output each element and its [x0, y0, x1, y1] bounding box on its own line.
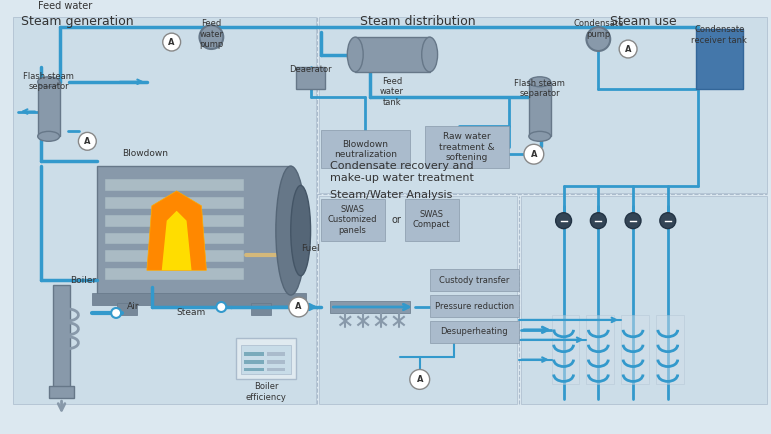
- Bar: [429, 321, 519, 343]
- Bar: [425, 126, 509, 168]
- Text: Deaerator: Deaerator: [289, 65, 332, 74]
- Text: Steam generation: Steam generation: [21, 15, 133, 28]
- Bar: [552, 315, 580, 385]
- Circle shape: [591, 213, 606, 229]
- Bar: [355, 37, 429, 72]
- Bar: [267, 352, 284, 355]
- Text: Air: Air: [127, 302, 140, 311]
- Text: A: A: [84, 137, 90, 146]
- Bar: [251, 303, 271, 315]
- Text: or: or: [392, 215, 402, 225]
- Bar: [331, 301, 410, 313]
- Text: A: A: [416, 375, 423, 384]
- Bar: [236, 338, 296, 379]
- Text: Feed
water
pump: Feed water pump: [199, 19, 224, 49]
- Bar: [52, 285, 70, 395]
- Text: Blowdown: Blowdown: [122, 149, 168, 158]
- Bar: [105, 268, 244, 280]
- Text: A: A: [530, 150, 537, 159]
- Bar: [296, 67, 325, 89]
- Bar: [13, 17, 315, 404]
- Text: Steam: Steam: [177, 308, 206, 317]
- Text: Flash steam
separator: Flash steam separator: [23, 72, 74, 91]
- Bar: [267, 360, 284, 364]
- Bar: [105, 197, 244, 209]
- Text: Blowdown
neutralization: Blowdown neutralization: [334, 140, 396, 159]
- Text: Desuperheating: Desuperheating: [440, 327, 508, 336]
- Ellipse shape: [529, 132, 550, 141]
- Ellipse shape: [529, 77, 550, 87]
- Ellipse shape: [276, 166, 305, 295]
- Text: Raw water
treatment &
softening: Raw water treatment & softening: [439, 132, 494, 162]
- Circle shape: [524, 144, 544, 164]
- Bar: [405, 199, 460, 240]
- Bar: [318, 17, 767, 193]
- Text: Boiler: Boiler: [70, 276, 96, 285]
- Bar: [105, 233, 244, 244]
- Bar: [656, 315, 684, 385]
- Text: Fuel: Fuel: [301, 244, 319, 253]
- Bar: [105, 179, 244, 191]
- Bar: [244, 360, 264, 364]
- Bar: [621, 315, 649, 385]
- Bar: [321, 199, 385, 240]
- Text: SWAS
Compact: SWAS Compact: [413, 210, 450, 230]
- Circle shape: [217, 302, 226, 312]
- Text: Steam use: Steam use: [610, 15, 676, 28]
- Polygon shape: [162, 211, 191, 270]
- Circle shape: [289, 297, 308, 317]
- Bar: [429, 269, 519, 291]
- Ellipse shape: [347, 37, 363, 72]
- Bar: [429, 295, 519, 317]
- Polygon shape: [146, 191, 207, 270]
- Text: Condensate recovery and
make-up water treatment: Condensate recovery and make-up water tr…: [331, 161, 474, 183]
- Bar: [49, 386, 75, 398]
- Bar: [93, 293, 305, 305]
- Bar: [267, 368, 284, 372]
- Circle shape: [410, 369, 429, 389]
- Bar: [587, 315, 614, 385]
- Bar: [105, 250, 244, 262]
- Circle shape: [79, 132, 96, 150]
- Text: Flash steam
separator: Flash steam separator: [514, 79, 565, 98]
- Circle shape: [625, 213, 641, 229]
- Circle shape: [200, 25, 224, 49]
- Text: Pressure reduction: Pressure reduction: [435, 302, 513, 310]
- Bar: [97, 166, 291, 295]
- Bar: [241, 345, 291, 375]
- Ellipse shape: [291, 185, 311, 276]
- Bar: [244, 368, 264, 372]
- Bar: [105, 215, 244, 227]
- Text: Custody transfer: Custody transfer: [439, 276, 510, 285]
- Circle shape: [163, 33, 180, 51]
- Text: Steam distribution: Steam distribution: [360, 15, 476, 28]
- Bar: [521, 196, 767, 404]
- Text: Steam/Water Analysis: Steam/Water Analysis: [331, 190, 453, 200]
- Bar: [244, 352, 264, 355]
- Ellipse shape: [38, 77, 59, 87]
- Text: SWAS
Customized
panels: SWAS Customized panels: [328, 205, 377, 235]
- Ellipse shape: [422, 37, 438, 72]
- Text: A: A: [168, 38, 175, 46]
- Ellipse shape: [38, 132, 59, 141]
- Circle shape: [660, 213, 675, 229]
- Bar: [38, 82, 59, 136]
- Circle shape: [111, 308, 121, 318]
- Text: Condensate
receiver tank: Condensate receiver tank: [692, 25, 747, 45]
- Circle shape: [556, 213, 571, 229]
- Text: Condensate
pump: Condensate pump: [573, 19, 624, 39]
- Text: A: A: [625, 45, 631, 53]
- Text: A: A: [295, 302, 302, 312]
- Circle shape: [619, 40, 637, 58]
- Bar: [529, 82, 550, 136]
- Text: Feed water: Feed water: [38, 1, 92, 11]
- Bar: [117, 303, 137, 315]
- Bar: [318, 196, 517, 404]
- Text: Boiler
efficiency: Boiler efficiency: [245, 382, 286, 402]
- Circle shape: [587, 27, 610, 51]
- Bar: [321, 130, 410, 168]
- Bar: [695, 29, 743, 89]
- Text: Feed
water
tank: Feed water tank: [380, 77, 404, 107]
